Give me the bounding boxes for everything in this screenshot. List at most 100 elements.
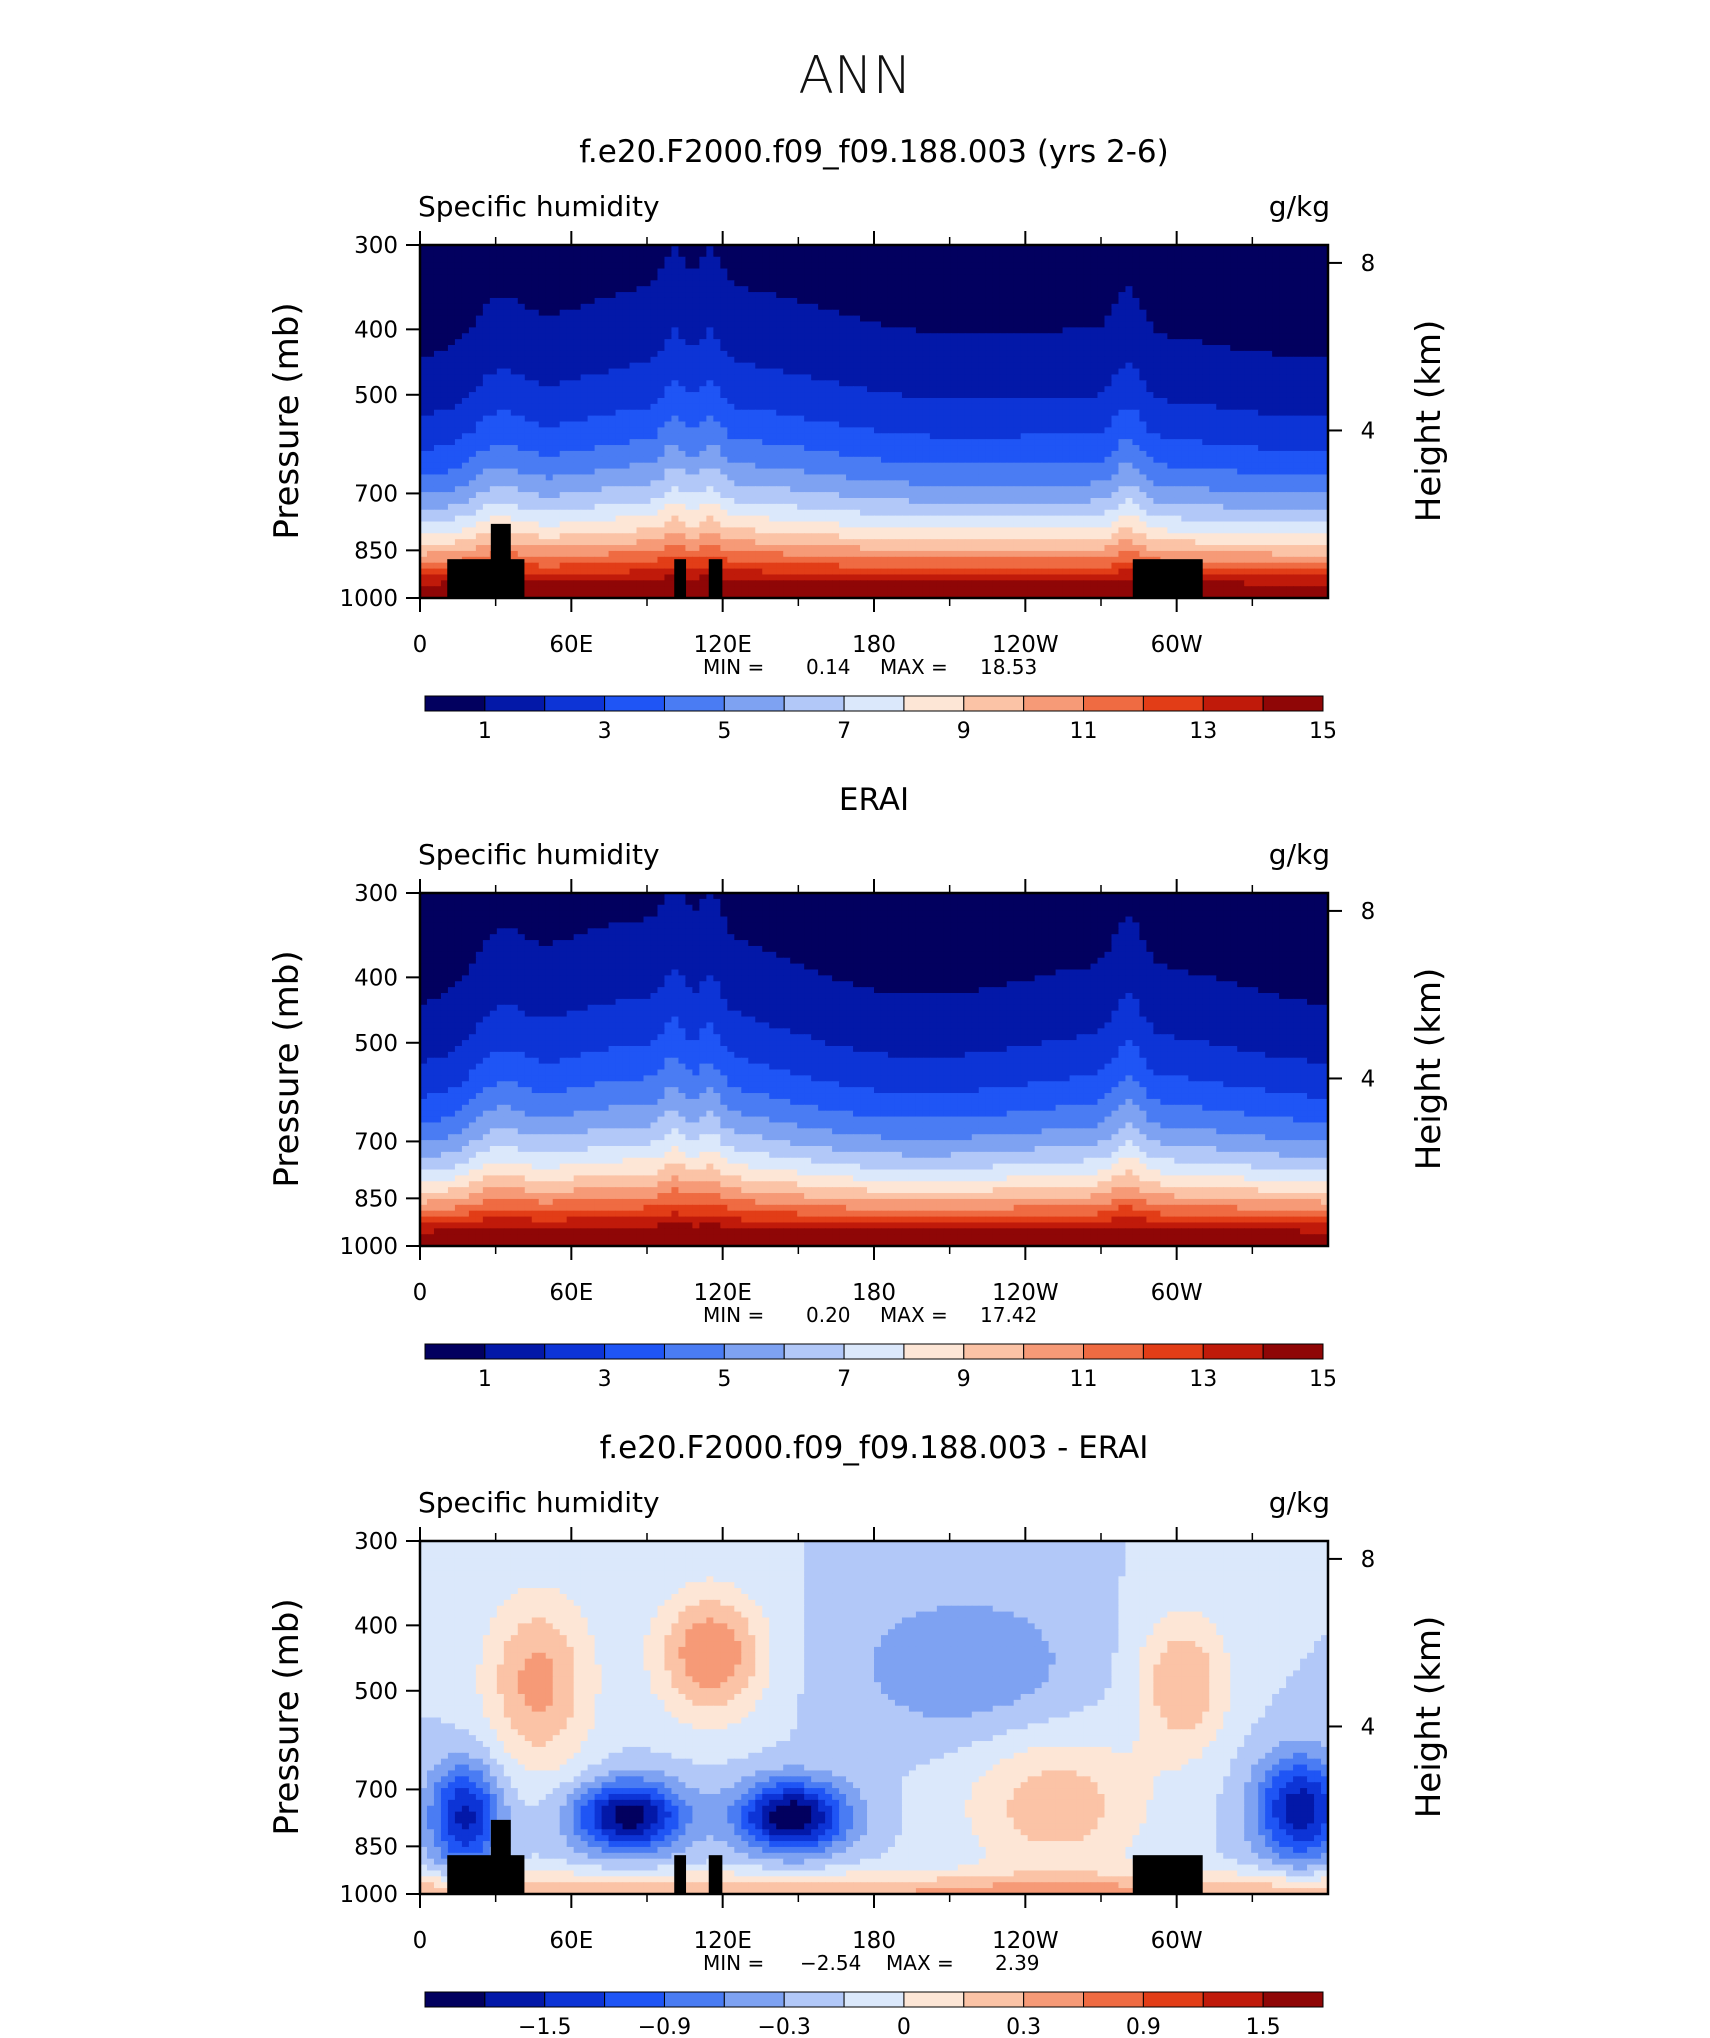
contour-cell xyxy=(496,415,505,423)
contour-cell xyxy=(1146,256,1154,264)
contour-cell xyxy=(650,250,659,258)
contour-cell xyxy=(1258,450,1266,458)
contour-cell xyxy=(971,456,980,464)
contour-cell xyxy=(727,292,735,299)
contour-cell xyxy=(650,321,659,328)
contour-cell xyxy=(545,327,554,334)
contour-cell xyxy=(1069,427,1078,434)
contour-cell xyxy=(1132,309,1141,317)
contour-cell xyxy=(566,250,575,258)
contour-cell xyxy=(860,245,868,252)
contour-cell xyxy=(622,245,631,252)
contour-cell xyxy=(1041,315,1050,323)
contour-cell xyxy=(783,245,791,252)
contour-cell xyxy=(846,456,854,464)
contour-cell xyxy=(908,274,917,281)
contour-cell xyxy=(440,280,449,287)
contour-cell xyxy=(587,327,596,334)
contour-cell xyxy=(566,333,575,340)
contour-cell xyxy=(664,397,673,405)
contour-cell xyxy=(594,462,603,470)
contour-cell xyxy=(1174,339,1182,346)
contour-cell xyxy=(1146,421,1154,428)
contour-cell xyxy=(936,409,945,417)
contour-cell xyxy=(1265,456,1273,464)
contour-cell xyxy=(1181,368,1189,376)
contour-cell xyxy=(1027,245,1036,252)
contour-cell xyxy=(559,356,568,364)
contour-cell xyxy=(797,380,805,387)
contour-cell xyxy=(999,256,1008,264)
contour-cell xyxy=(1230,439,1238,446)
contour-cell xyxy=(1041,433,1050,440)
contour-cell xyxy=(1181,409,1189,417)
contour-cell xyxy=(734,245,742,252)
contour-cell xyxy=(510,392,519,399)
contour-cell xyxy=(1300,327,1308,334)
contour-cell xyxy=(846,415,854,423)
contour-cell xyxy=(1153,333,1161,340)
contour-cell xyxy=(1006,292,1015,299)
contour-cell xyxy=(1286,450,1294,458)
contour-cell xyxy=(426,309,435,317)
contour-cell xyxy=(1090,315,1099,323)
contour-cell xyxy=(692,468,700,476)
contour-cell xyxy=(1188,386,1196,393)
contour-cell xyxy=(615,315,624,323)
contour-cell xyxy=(426,256,435,264)
contour-cell xyxy=(1125,439,1134,446)
contour-cell xyxy=(825,268,833,276)
contour-cell xyxy=(1181,362,1189,370)
contour-cell xyxy=(433,427,442,434)
contour-cell xyxy=(1055,262,1064,270)
contour-cell xyxy=(1006,327,1015,334)
contour-cell xyxy=(1195,245,1203,252)
contour-cell xyxy=(1202,297,1210,305)
contour-cell xyxy=(1083,392,1092,399)
contour-cell xyxy=(468,309,477,317)
contour-cell xyxy=(1020,315,1029,323)
contour-cell xyxy=(482,403,491,411)
contour-cell xyxy=(797,462,805,470)
contour-cell xyxy=(887,368,896,376)
contour-cell xyxy=(692,445,700,452)
contour-cell xyxy=(468,403,477,411)
contour-cell xyxy=(1111,374,1120,381)
contour-cell xyxy=(433,274,442,281)
contour-cell xyxy=(762,456,770,464)
contour-cell xyxy=(1020,433,1029,440)
contour-cell xyxy=(1006,250,1015,258)
contour-cell xyxy=(860,315,868,323)
contour-cell xyxy=(1244,456,1252,464)
contour-cell xyxy=(1055,309,1064,317)
contour-cell xyxy=(1265,345,1273,352)
contour-cell xyxy=(1272,409,1280,417)
contour-cell xyxy=(1258,427,1266,434)
contour-cell xyxy=(657,445,666,452)
contour-cell xyxy=(901,427,910,434)
contour-cell xyxy=(1104,250,1113,258)
contour-cell xyxy=(1083,415,1092,423)
contour-cell xyxy=(559,386,568,393)
contour-cell xyxy=(489,350,498,358)
contour-cell xyxy=(748,427,756,434)
contour-cell xyxy=(999,309,1008,317)
contour-cell xyxy=(1237,380,1245,387)
contour-cell xyxy=(999,339,1008,346)
contour-cell xyxy=(1153,462,1161,470)
contour-cell xyxy=(566,380,575,387)
contour-cell xyxy=(797,262,805,270)
contour-cell xyxy=(887,450,896,458)
contour-cell xyxy=(552,245,561,252)
contour-cell xyxy=(657,274,666,281)
contour-cell xyxy=(489,245,498,252)
contour-cell xyxy=(420,292,428,299)
contour-cell xyxy=(992,433,1001,440)
contour-cell xyxy=(468,392,477,399)
contour-cell xyxy=(1167,397,1175,405)
contour-cell xyxy=(776,327,784,334)
contour-cell xyxy=(454,245,463,252)
contour-cell xyxy=(936,333,945,340)
contour-cell xyxy=(496,286,505,293)
contour-cell xyxy=(1167,409,1175,417)
